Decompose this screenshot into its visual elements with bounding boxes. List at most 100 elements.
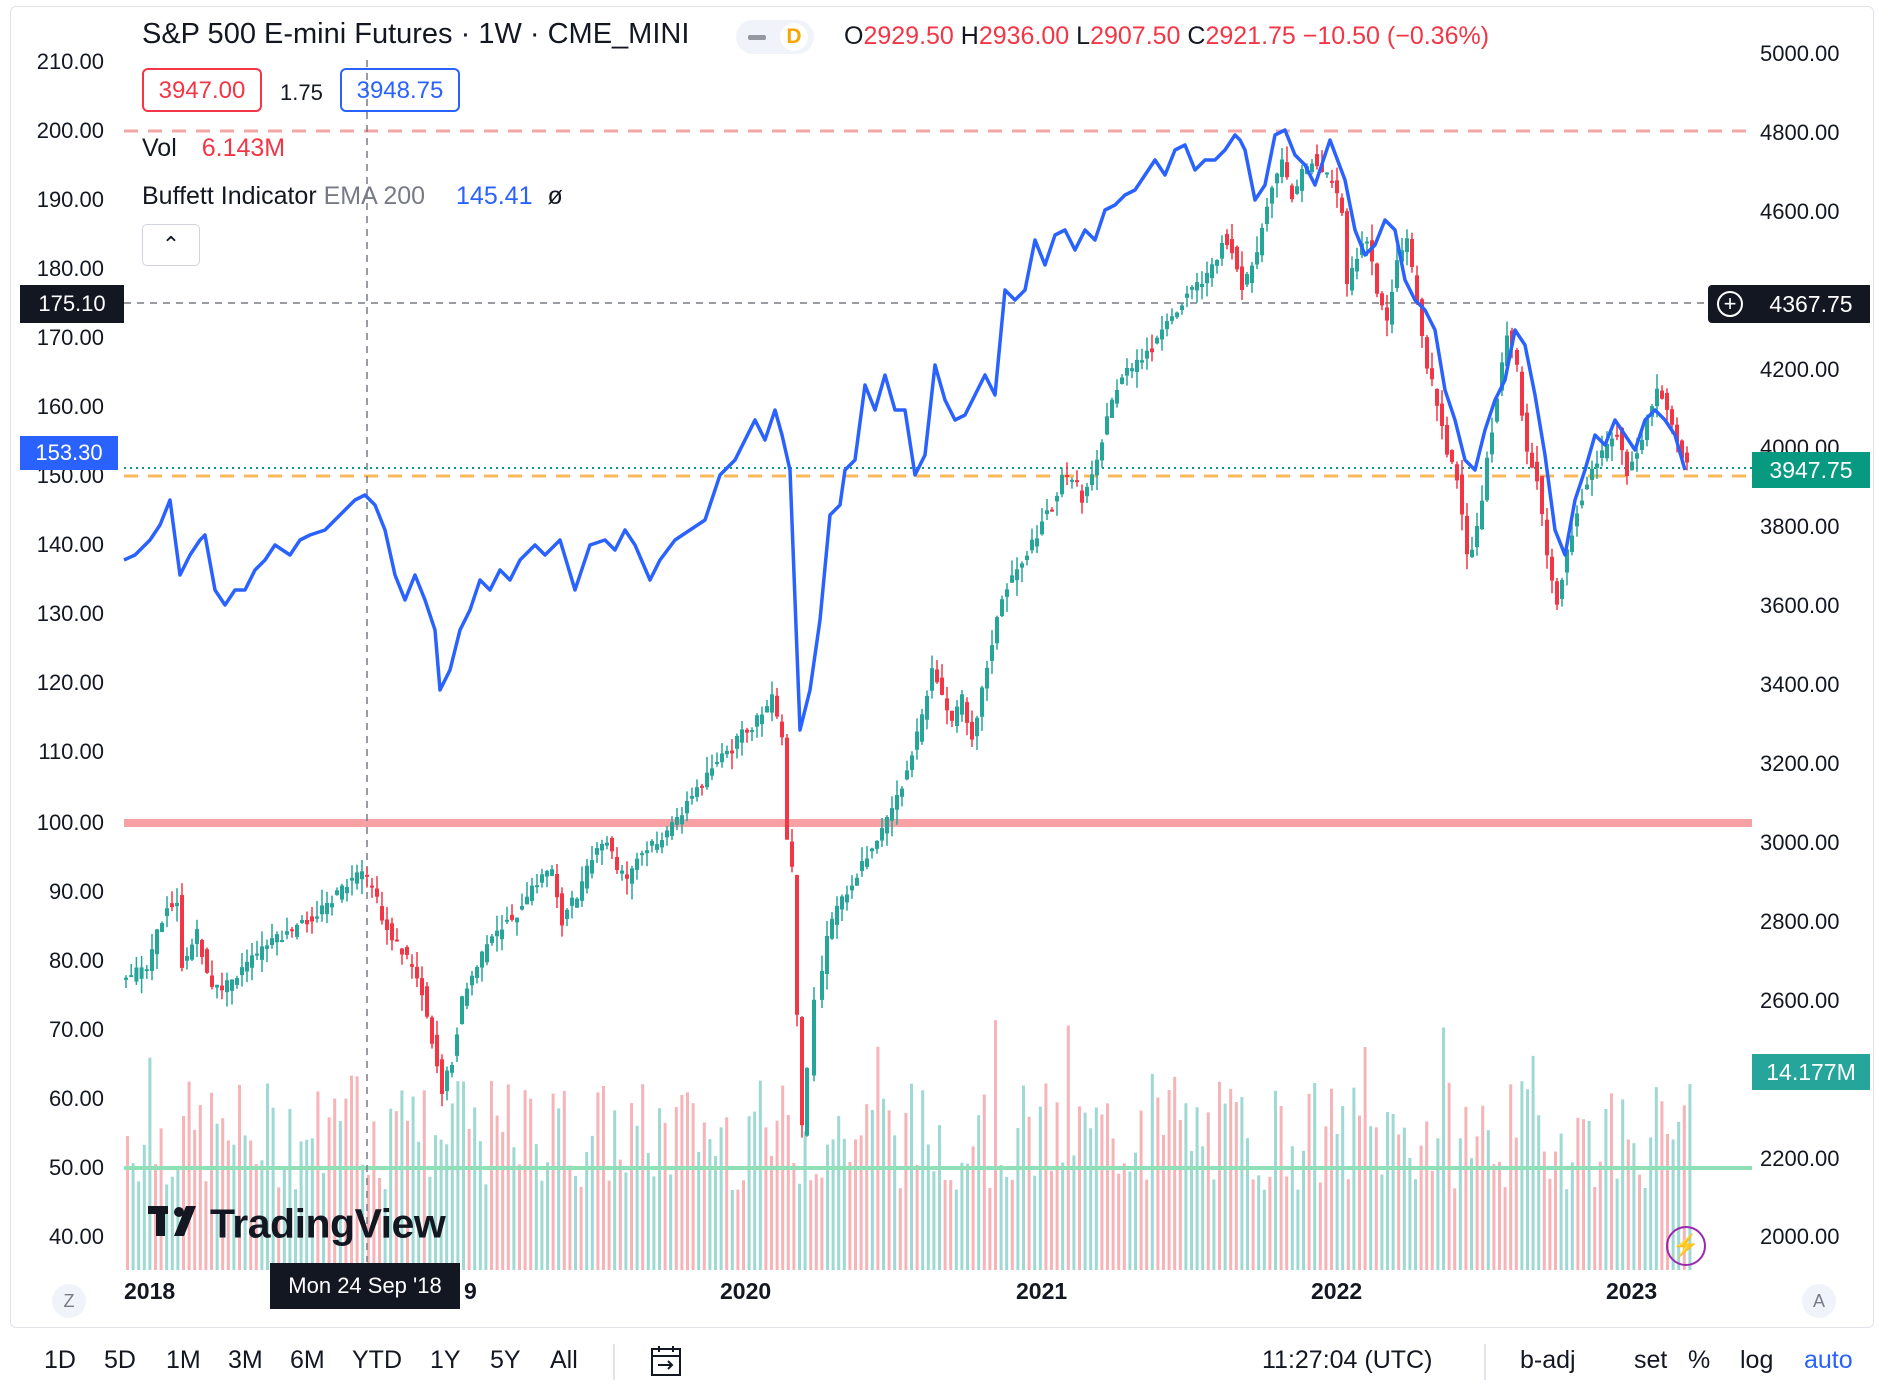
candle-body: [365, 874, 369, 877]
volume-bar: [1246, 1138, 1249, 1270]
candle-body: [865, 858, 869, 867]
volume-bar: [1206, 1112, 1210, 1270]
range-button-1y[interactable]: 1Y: [430, 1346, 461, 1374]
volume-bar: [938, 1125, 941, 1270]
option-b-adj[interactable]: b-adj: [1520, 1346, 1576, 1374]
candle-body: [680, 815, 684, 825]
indicator-legend[interactable]: Buffett Indicator EMA 200 145.41 ø: [142, 182, 563, 211]
candle-body: [675, 817, 679, 825]
right-axis-tick: 2600.00: [1760, 988, 1840, 1013]
range-button-3m[interactable]: 3M: [228, 1346, 263, 1374]
candle-body: [195, 929, 199, 945]
candle-body: [170, 903, 174, 908]
volume-bar: [910, 1083, 913, 1270]
option-percent[interactable]: %: [1688, 1346, 1711, 1374]
candle-body: [665, 830, 669, 838]
volume-bar: [170, 1176, 174, 1270]
go-to-date-icon[interactable]: [650, 1344, 684, 1383]
volume-bar: [344, 1098, 348, 1270]
volume-legend[interactable]: Vol 6.143M: [142, 134, 285, 163]
range-button-ytd[interactable]: YTD: [352, 1346, 402, 1374]
volume-bar: [1380, 1174, 1384, 1270]
volume-bar: [417, 1141, 421, 1270]
right-axis-tick: 3600.00: [1760, 593, 1840, 618]
candle-body: [1465, 515, 1469, 555]
left-axis-tick: 70.00: [48, 1017, 104, 1042]
symbol-title[interactable]: S&P 500 E-mini Futures · 1W · CME_MINI: [142, 18, 690, 50]
clock[interactable]: 11:27:04 (UTC): [1262, 1346, 1433, 1374]
data-status-pill[interactable]: D: [736, 20, 814, 54]
volume-bar: [949, 1180, 953, 1270]
option-log[interactable]: log: [1740, 1346, 1774, 1374]
range-button-all[interactable]: All: [550, 1346, 578, 1374]
right-axis-tick: 4200.00: [1760, 357, 1840, 382]
volume-bar: [1195, 1107, 1199, 1270]
volume-bar: [994, 1020, 997, 1270]
candle-body: [1255, 252, 1259, 265]
volume-bar: [1335, 1133, 1339, 1270]
chevron-up-icon: ⌃: [161, 232, 181, 257]
scale-left-button[interactable]: Z: [52, 1284, 86, 1318]
buy-button[interactable]: 3948.75: [340, 68, 460, 112]
left-axis-tick: 60.00: [48, 1086, 104, 1111]
range-button-1m[interactable]: 1M: [166, 1346, 201, 1374]
right-axis-tick: 5000.00: [1760, 41, 1840, 66]
volume-bar: [954, 1189, 958, 1270]
volume-bar: [982, 1094, 986, 1270]
scale-right-button[interactable]: A: [1802, 1284, 1836, 1318]
candle-body: [270, 938, 274, 946]
range-button-5y[interactable]: 5Y: [490, 1346, 521, 1374]
option-auto[interactable]: auto: [1804, 1346, 1853, 1374]
candle-body: [420, 978, 424, 996]
candle-body: [470, 975, 474, 986]
collapse-legend-button[interactable]: ⌃: [142, 224, 200, 266]
buffett-indicator-line[interactable]: [123, 128, 1687, 732]
candle-body: [1445, 424, 1449, 455]
candle-body: [845, 894, 849, 903]
candle-body: [885, 817, 889, 834]
lightning-icon[interactable]: ⚡: [1666, 1226, 1706, 1266]
volume-bar: [730, 1189, 734, 1270]
candle-body: [955, 706, 959, 726]
indicator-hidden-icon[interactable]: ø: [547, 182, 563, 210]
candle-body: [650, 840, 654, 846]
candle-body: [895, 794, 899, 810]
range-button-5d[interactable]: 5D: [104, 1346, 136, 1374]
volume-bar: [361, 1164, 365, 1270]
candle-body: [220, 985, 224, 991]
option-set[interactable]: set: [1634, 1346, 1668, 1374]
candle-body: [460, 996, 464, 1025]
volume-bar: [1548, 1178, 1552, 1270]
range-button-6m[interactable]: 6M: [290, 1346, 325, 1374]
volume-bar: [210, 1092, 213, 1270]
candle-body: [825, 935, 829, 974]
delay-badge: D: [780, 23, 808, 51]
candle-body: [1600, 450, 1604, 458]
volume-bar: [1453, 1188, 1457, 1270]
candle-body: [1205, 272, 1209, 284]
candle-body: [1670, 409, 1674, 425]
volume-bar: [1414, 1179, 1417, 1270]
volume-bar: [1117, 1173, 1121, 1270]
candle-body: [985, 667, 989, 689]
sell-button[interactable]: 3947.00: [142, 68, 262, 112]
volume-bar: [534, 1144, 538, 1270]
candle-body: [1330, 180, 1334, 183]
volume-bar: [350, 1075, 353, 1270]
candle-body: [520, 906, 524, 910]
crosshair-add-button[interactable]: +: [1708, 285, 1752, 323]
candle-body: [1395, 260, 1399, 289]
candle-body: [1490, 432, 1494, 455]
volume-bar: [1257, 1175, 1261, 1270]
candle-body: [800, 1017, 804, 1126]
volume-bar: [719, 1127, 723, 1270]
volume-bar: [635, 1125, 639, 1270]
candle-body: [235, 978, 239, 985]
open-value: 2929.50: [863, 22, 954, 50]
range-button-1d[interactable]: 1D: [44, 1346, 76, 1374]
candle-body: [1150, 348, 1154, 353]
candle-body: [945, 698, 949, 711]
candle-body: [285, 931, 289, 935]
candle-body: [1685, 452, 1689, 463]
